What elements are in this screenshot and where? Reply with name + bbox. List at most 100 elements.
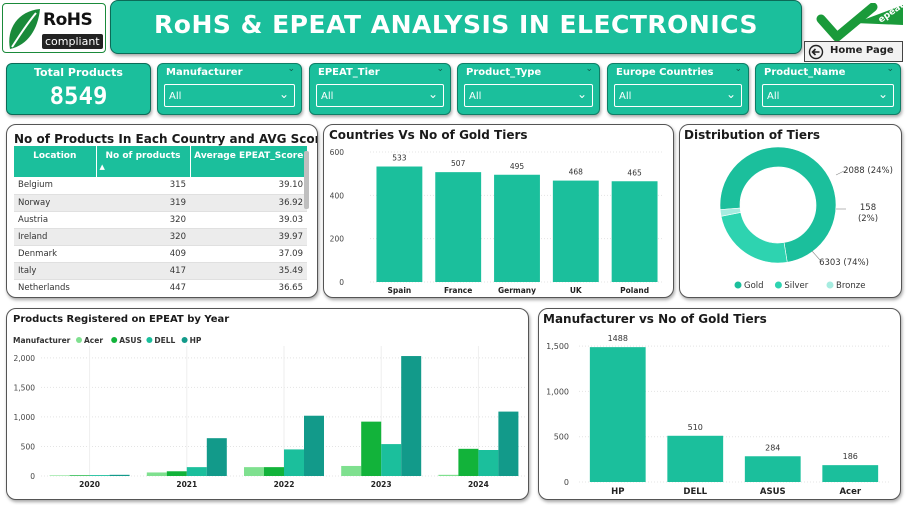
home-page-label: Home Page [830,45,894,56]
bar-acer-2023[interactable] [341,465,362,476]
sort-ascending-icon: ▲ [99,163,105,171]
bar-hp-2020[interactable] [109,474,130,476]
table-row[interactable]: Netherlands 447 36.65 [14,279,307,292]
chevron-down-icon: ⌄ [877,87,888,101]
x-tick-label: 2020 [79,480,100,489]
x-tick-label: 2024 [468,480,489,489]
leaf-icon [9,9,40,49]
bar-asus[interactable] [744,456,801,482]
product-count-cell: 320 [169,214,186,225]
products-by-year-title: Products Registered on EPEAT by Year [13,314,230,325]
legend-label: HP [190,336,202,345]
column-header-average-epeat-score[interactable]: Average EPEAT_Score [189,146,307,177]
home-page-button[interactable]: Home Page [804,41,903,62]
bar-spain[interactable] [376,166,423,282]
bar-acer-2024[interactable] [438,474,459,476]
chevron-down-icon: ⌄ [576,87,587,101]
bar-hp-2022[interactable] [304,415,324,476]
bar-asus-2023[interactable] [361,421,382,476]
avg-score-cell: 39.97 [278,231,303,242]
bar-france[interactable] [435,172,482,282]
x-tick-label: HP [611,487,624,497]
bar-hp-2024[interactable] [498,411,519,476]
bar-acer[interactable] [822,465,879,482]
legend-title: Manufacturer [13,336,71,345]
epeat-tier-slicer[interactable]: EPEAT_Tier ⌄ All ⌄ [309,63,451,115]
manufacturer-selected: All [169,91,182,102]
bar-hp-2021[interactable] [206,438,227,476]
manufacturer-gold-card: Manufacturer vs No of Gold Tiers 0 500 1,0… [538,308,901,500]
table-row[interactable]: Ireland 320 39.97 [14,228,307,245]
bar-acer-2022[interactable] [244,467,264,476]
europe-countries-slicer[interactable]: Europe Countries ⌄ All ⌄ [607,63,749,115]
country-table-title: No of Products In Each Country and AVG S… [14,132,318,146]
product-type-dropdown[interactable]: All ⌄ [464,84,593,107]
y-tick-label: 500 [554,433,569,442]
leader-line [835,170,845,176]
x-tick-label: Spain [388,286,412,295]
bar-dell-2024[interactable] [478,450,499,476]
table-scrollbar[interactable] [304,151,309,209]
bar-poland[interactable] [611,181,658,282]
location-cell: Denmark [18,248,58,259]
x-tick-label: ASUS [760,487,786,497]
bar-dell-2023[interactable] [381,444,402,476]
product-count-cell: 315 [169,180,186,191]
europe-countries-slicer-label: Europe Countries [616,67,714,78]
bar-hp-2023[interactable] [401,356,422,476]
bar-dell-2021[interactable] [186,467,207,476]
product-count-cell: 319 [169,197,186,208]
chevron-down-icon: ⌄ [287,64,295,74]
data-label: 507 [451,159,466,168]
product-name-slicer[interactable]: Product_Name ⌄ All ⌄ [755,63,901,115]
bar-asus-2020[interactable] [69,475,90,476]
column-header-location[interactable]: Location [33,151,77,161]
bar-asus-2021[interactable] [166,471,187,476]
table-row[interactable]: Austria 320 39.03 [14,211,307,228]
bar-asus-2024[interactable] [458,448,479,476]
table-row[interactable]: Italy 417 35.49 [14,262,307,279]
bar-hp[interactable] [589,347,646,482]
manufacturer-slicer[interactable]: Manufacturer ⌄ All ⌄ [157,63,302,115]
donut-slice-bronze[interactable] [719,207,742,217]
location-cell: Netherlands [18,282,70,293]
table-row[interactable]: Norway 319 36.92 [14,194,307,211]
product-type-slicer[interactable]: Product_Type ⌄ All ⌄ [457,63,600,115]
table-row[interactable]: Belgium 315 39.10 [14,177,307,194]
epeat-check-icon [816,3,903,41]
epeat-logo: epeat [815,1,906,41]
location-cell: Italy [18,265,37,276]
page-title: RoHS & EPEAT ANALYSIS IN ELECTRONICS [154,10,758,39]
legend-marker-asus [111,337,118,343]
x-tick-label: France [444,286,472,295]
europe-countries-dropdown[interactable]: All ⌄ [614,84,742,107]
product-name-selected: All [767,91,780,102]
bar-uk[interactable] [552,180,599,282]
countries-gold-chart-title: Countries Vs No of Gold Tiers [329,128,528,142]
table-row[interactable]: Denmark 409 37.09 [14,245,307,262]
bar-germany[interactable] [494,174,540,282]
manufacturer-gold-chart: 0 500 1,000 1,500 1488 HP 510 DELL 284 ASUS 186 Ace… [546,334,889,497]
bar-dell-2020[interactable] [89,475,110,476]
bar-acer-2021[interactable] [146,472,167,476]
donut-slice-gold[interactable] [719,146,837,263]
product-type-selected: All [469,91,482,102]
bar-dell-2022[interactable] [284,449,304,476]
y-tick-label: 500 [21,442,36,451]
location-cell: Ireland [18,231,48,242]
total-products-card: Total Products 8549 [6,63,151,115]
epeat-tier-dropdown[interactable]: All ⌄ [316,84,444,107]
product-name-slicer-label: Product_Name [764,67,846,78]
column-header-no-of-products[interactable]: No of products ▲ [95,146,190,177]
y-tick-label: 1,500 [14,383,36,392]
slice-label-bronze-pct: (2%) [858,214,878,224]
bar-asus-2022[interactable] [264,467,284,476]
donut-slice-silver[interactable] [720,212,788,264]
bar-dell[interactable] [667,435,724,482]
data-label: 465 [627,168,642,177]
avg-score-cell: 39.10 [278,180,303,191]
manufacturer-dropdown[interactable]: All ⌄ [164,84,295,107]
product-name-dropdown[interactable]: All ⌄ [762,84,894,107]
bar-acer-2020[interactable] [49,475,70,476]
back-arrow-icon [808,44,824,60]
